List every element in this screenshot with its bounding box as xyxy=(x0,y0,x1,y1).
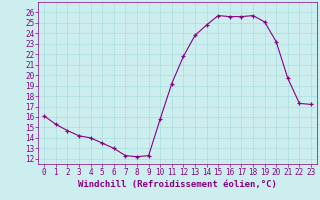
X-axis label: Windchill (Refroidissement éolien,°C): Windchill (Refroidissement éolien,°C) xyxy=(78,180,277,189)
